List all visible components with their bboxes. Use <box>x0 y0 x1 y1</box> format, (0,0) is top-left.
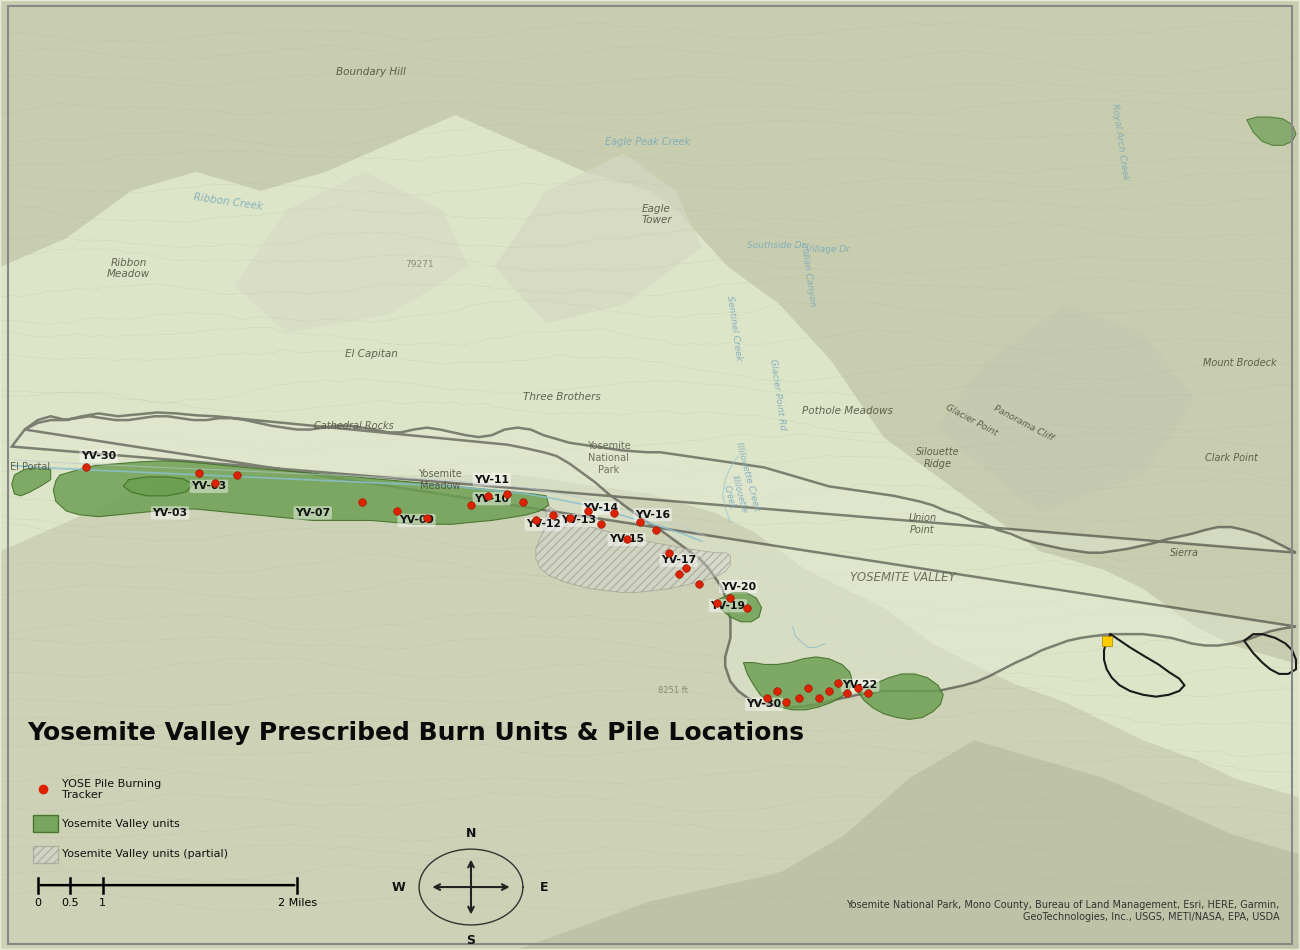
Text: YOSE Pile Burning
Tracker: YOSE Pile Burning Tracker <box>62 779 161 800</box>
Text: El Capitan: El Capitan <box>344 349 398 359</box>
Text: YOSEMITE VALLEY: YOSEMITE VALLEY <box>850 571 956 584</box>
Text: YV-12: YV-12 <box>526 520 562 529</box>
Text: YV-14: YV-14 <box>584 504 619 513</box>
Text: 8251 ft: 8251 ft <box>658 687 688 695</box>
Text: 1: 1 <box>99 899 107 908</box>
Text: Yosemite
Meadow: Yosemite Meadow <box>419 469 462 490</box>
Text: YV-15: YV-15 <box>610 535 645 544</box>
Text: El Portal: El Portal <box>10 463 49 472</box>
Text: Ribbon Creek: Ribbon Creek <box>194 193 264 212</box>
Text: Southside Dr.: Southside Dr. <box>747 241 807 250</box>
Text: 0.5: 0.5 <box>61 899 79 908</box>
Text: Pothole Meadows: Pothole Meadows <box>802 406 893 415</box>
Text: Union
Point: Union Point <box>909 513 936 535</box>
Text: Yosemite Valley units (partial): Yosemite Valley units (partial) <box>62 849 229 859</box>
Text: Clark Point: Clark Point <box>1205 453 1257 463</box>
Text: 79271: 79271 <box>404 260 433 269</box>
Text: Eagle Peak Creek: Eagle Peak Creek <box>604 137 690 146</box>
Polygon shape <box>12 412 1296 707</box>
Text: Three Brothers: Three Brothers <box>523 392 601 403</box>
Text: YV-03: YV-03 <box>152 508 187 518</box>
Text: YV-07: YV-07 <box>295 508 330 518</box>
Text: Illilouette Creek: Illilouette Creek <box>733 442 760 512</box>
Text: Sierra: Sierra <box>1170 547 1199 558</box>
Polygon shape <box>1 740 1299 949</box>
Text: YV-22: YV-22 <box>842 680 878 691</box>
Text: YV-20: YV-20 <box>720 581 755 592</box>
Polygon shape <box>1247 117 1296 145</box>
Text: Glacier Point Rd: Glacier Point Rd <box>768 358 786 430</box>
Text: Royal Arch Creek: Royal Arch Creek <box>1110 103 1130 180</box>
Polygon shape <box>12 467 51 496</box>
Text: Illilouette
Creek: Illilouette Creek <box>720 474 749 517</box>
Text: YV-16: YV-16 <box>634 510 671 520</box>
Polygon shape <box>718 593 762 622</box>
Text: Mount Brodeck: Mount Brodeck <box>1204 358 1277 369</box>
Polygon shape <box>124 477 194 496</box>
Text: YV-30: YV-30 <box>81 451 116 461</box>
Polygon shape <box>494 153 702 323</box>
Text: YV-30: YV-30 <box>746 699 781 710</box>
Bar <box>32 846 58 864</box>
Text: YV-10: YV-10 <box>474 494 510 504</box>
Polygon shape <box>744 656 853 710</box>
Text: YV-11: YV-11 <box>474 475 510 484</box>
Text: Glacier Point: Glacier Point <box>944 403 1000 437</box>
Text: YV-19: YV-19 <box>710 600 745 611</box>
Text: YV-03: YV-03 <box>191 482 226 491</box>
Polygon shape <box>235 172 468 332</box>
Text: Ribbon
Meadow: Ribbon Meadow <box>107 257 150 279</box>
Text: YV-17: YV-17 <box>660 555 696 565</box>
Polygon shape <box>858 674 944 719</box>
Text: E: E <box>540 881 547 894</box>
Text: Indian Canyon: Indian Canyon <box>800 241 818 307</box>
Text: Village Dr.: Village Dr. <box>806 245 852 254</box>
Bar <box>32 815 58 832</box>
Text: Yosemite
National
Park: Yosemite National Park <box>586 442 630 475</box>
Text: YV-13: YV-13 <box>562 516 597 525</box>
Polygon shape <box>536 505 731 593</box>
Polygon shape <box>1 1 1299 664</box>
Text: Panorama Cliff: Panorama Cliff <box>992 404 1054 443</box>
Text: Cathedral Rocks: Cathedral Rocks <box>315 421 394 430</box>
Text: 2 Miles: 2 Miles <box>278 899 317 908</box>
Text: Yosemite Valley Prescribed Burn Units & Pile Locations: Yosemite Valley Prescribed Burn Units & … <box>27 721 805 745</box>
Text: Yosemite Valley units: Yosemite Valley units <box>62 819 181 828</box>
Text: 0: 0 <box>34 899 42 908</box>
Text: Silouette
Ridge: Silouette Ridge <box>916 447 959 468</box>
Polygon shape <box>1 475 1299 949</box>
Text: W: W <box>391 881 406 894</box>
Polygon shape <box>53 461 549 524</box>
Text: Sentinel Creek: Sentinel Creek <box>725 294 744 361</box>
Text: Boundary Hill: Boundary Hill <box>337 67 406 78</box>
Text: S: S <box>467 934 476 946</box>
Text: Yosemite National Park, Mono County, Bureau of Land Management, Esri, HERE, Garm: Yosemite National Park, Mono County, Bur… <box>846 901 1279 922</box>
Text: N: N <box>465 827 476 841</box>
Text: Eagle
Tower: Eagle Tower <box>641 203 672 225</box>
Polygon shape <box>936 305 1195 513</box>
Text: YV-09: YV-09 <box>399 516 434 525</box>
